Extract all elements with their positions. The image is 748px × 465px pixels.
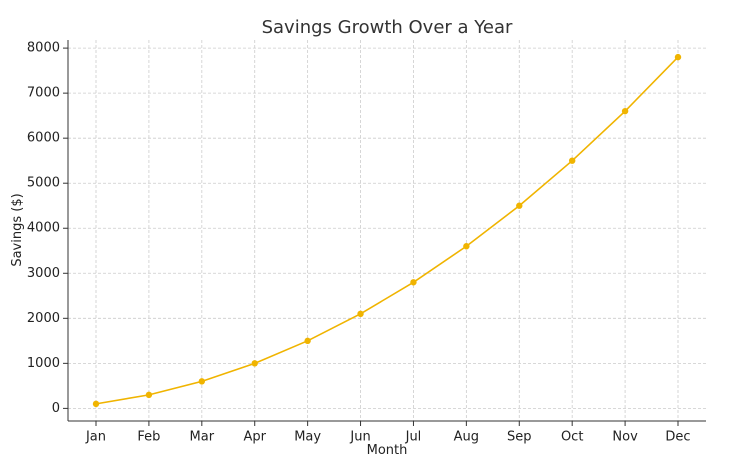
x-tick-label: Sep bbox=[507, 430, 532, 445]
y-tick-label: 1000 bbox=[27, 356, 60, 371]
x-tick-label: Dec bbox=[665, 430, 690, 445]
data-point bbox=[463, 243, 470, 250]
data-point bbox=[304, 337, 311, 345]
data-point bbox=[568, 157, 576, 164]
series bbox=[92, 53, 682, 408]
y-tick-label: 8000 bbox=[27, 41, 60, 56]
x-tick-label: Apr bbox=[243, 430, 266, 445]
y-tick-label: 0 bbox=[52, 401, 60, 416]
x-tick-label: Jun bbox=[349, 430, 370, 445]
data-point bbox=[145, 391, 153, 399]
data-point bbox=[621, 107, 629, 115]
x-tick-label: Mar bbox=[190, 430, 215, 445]
y-tick-label: 5000 bbox=[27, 176, 60, 191]
data-point bbox=[410, 279, 417, 286]
x-tick-label: Oct bbox=[561, 430, 583, 445]
x-tick-label: Jul bbox=[405, 430, 422, 445]
y-tick-label: 4000 bbox=[27, 221, 60, 236]
data-point bbox=[674, 53, 682, 61]
x-tick-label: Jan bbox=[85, 430, 106, 445]
y-tick-label: 7000 bbox=[27, 86, 60, 101]
chart-title: Savings Growth Over a Year bbox=[262, 17, 513, 38]
y-tick-label: 6000 bbox=[27, 131, 60, 146]
axes bbox=[67, 40, 706, 422]
y-axis-title: Savings ($) bbox=[10, 193, 25, 266]
data-point bbox=[251, 360, 258, 367]
y-tick-label: 2000 bbox=[27, 311, 60, 326]
data-point bbox=[516, 202, 523, 209]
grid bbox=[68, 40, 706, 421]
y-tick-label: 3000 bbox=[27, 266, 60, 281]
x-tick-label: Nov bbox=[612, 430, 638, 445]
data-point bbox=[92, 400, 100, 408]
x-tick-label: Feb bbox=[137, 430, 160, 445]
x-axis-title: Month bbox=[367, 443, 408, 458]
y-ticks: 0 1000 2000 3000 4000 5000 6000 7000 8000 bbox=[27, 41, 68, 416]
data-point bbox=[357, 310, 364, 318]
x-tick-label: May bbox=[294, 430, 321, 445]
series-line bbox=[95, 56, 679, 405]
x-tick-label: Aug bbox=[454, 430, 479, 445]
data-point bbox=[198, 378, 206, 385]
x-ticks: Jan Feb Mar Apr May Jun Jul Aug Sep Oct Nov Dec bbox=[85, 421, 691, 445]
